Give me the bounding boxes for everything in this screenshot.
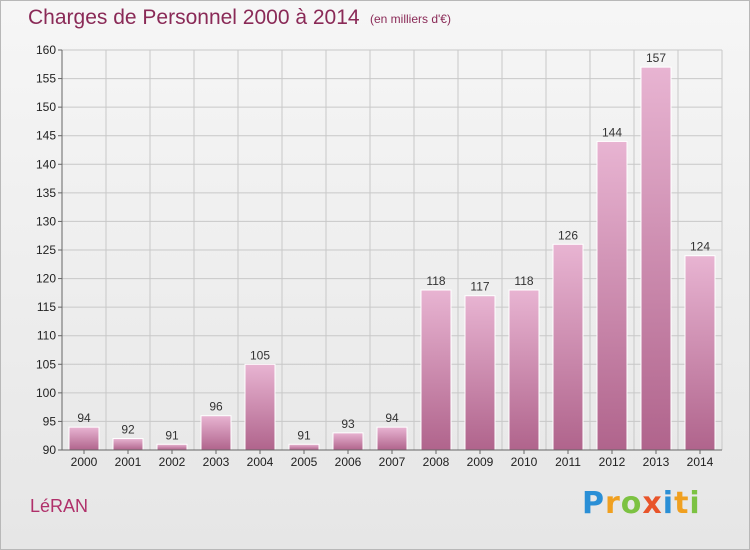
bar-value-label: 91 xyxy=(297,428,311,442)
logo-letter: t xyxy=(674,486,690,521)
bar-value-label: 105 xyxy=(250,348,270,362)
bar-value-label: 93 xyxy=(341,417,355,431)
x-tick-label: 2000 xyxy=(71,455,98,469)
axes xyxy=(58,49,722,454)
y-tick-label: 130 xyxy=(36,214,56,228)
bar xyxy=(244,363,276,451)
bar-value-label: 124 xyxy=(690,240,710,254)
bar xyxy=(200,415,232,451)
logo-letter: o xyxy=(620,486,643,521)
bar-value-label: 91 xyxy=(165,428,179,442)
bar xyxy=(156,443,188,451)
bar-value-label: 96 xyxy=(209,400,223,414)
logo-letter: i xyxy=(689,486,701,521)
y-tick-label: 90 xyxy=(43,443,57,457)
y-tick-label: 120 xyxy=(36,272,56,286)
bar xyxy=(508,289,540,451)
x-tick-label: 2003 xyxy=(203,455,230,469)
x-tick-label: 2006 xyxy=(335,455,362,469)
y-tick-label: 145 xyxy=(36,129,56,143)
bar xyxy=(596,140,628,451)
bar-value-label: 94 xyxy=(77,411,91,425)
x-tick-label: 2002 xyxy=(159,455,186,469)
proxiti-logo: Proxiti xyxy=(582,486,701,521)
bars xyxy=(68,66,716,451)
chart-title: Charges de Personnel 2000 à 2014 xyxy=(28,6,360,29)
y-tick-label: 150 xyxy=(36,100,56,114)
bar-value-label: 117 xyxy=(470,280,489,294)
y-tick-label: 100 xyxy=(36,386,56,400)
bar xyxy=(376,426,408,451)
labels: 90 95 100 105 110 115 120 125 130 135 140 145 150 155… xyxy=(36,43,714,469)
bar-value-label: 144 xyxy=(602,125,622,139)
logo-letter: x xyxy=(642,486,663,521)
bar-value-label: 92 xyxy=(121,423,135,437)
x-tick-label: 2013 xyxy=(643,455,670,469)
y-tick-label: 105 xyxy=(36,357,56,371)
x-tick-label: 2014 xyxy=(687,455,714,469)
y-tick-label: 135 xyxy=(36,186,56,200)
commune-name: LéRAN xyxy=(30,496,89,516)
bar-value-label: 118 xyxy=(426,274,445,288)
bar xyxy=(552,243,584,451)
y-tick-label: 155 xyxy=(36,72,56,86)
bar-value-label: 157 xyxy=(646,51,666,65)
logo-letter: i xyxy=(662,486,675,521)
bar xyxy=(68,426,100,451)
x-tick-label: 2012 xyxy=(599,455,626,469)
logo-letter: r xyxy=(605,486,621,521)
bar xyxy=(464,295,496,451)
x-tick-label: 2007 xyxy=(379,455,406,469)
y-tick-label: 115 xyxy=(37,300,56,314)
x-tick-label: 2009 xyxy=(467,455,494,469)
bar-value-label: 94 xyxy=(385,411,399,425)
bar-value-label: 126 xyxy=(558,228,578,242)
y-tick-label: 110 xyxy=(37,329,56,343)
bar-value-label: 118 xyxy=(514,274,533,288)
x-tick-label: 2008 xyxy=(423,455,450,469)
bar xyxy=(288,443,320,451)
bar xyxy=(420,289,452,451)
y-tick-label: 95 xyxy=(43,414,57,428)
y-tick-label: 140 xyxy=(36,157,56,171)
x-tick-label: 2001 xyxy=(115,455,142,469)
bar xyxy=(640,66,672,451)
x-tick-label: 2011 xyxy=(555,455,581,469)
x-tick-label: 2005 xyxy=(291,455,318,469)
chart-subtitle: (en milliers d'€) xyxy=(370,12,451,26)
logo-letter: P xyxy=(582,486,605,521)
bar xyxy=(684,255,716,451)
bar xyxy=(332,432,364,451)
x-tick-label: 2010 xyxy=(511,455,538,469)
y-tick-label: 125 xyxy=(36,243,56,257)
bar xyxy=(112,438,144,451)
y-tick-label: 160 xyxy=(36,43,56,57)
x-tick-label: 2004 xyxy=(247,455,274,469)
